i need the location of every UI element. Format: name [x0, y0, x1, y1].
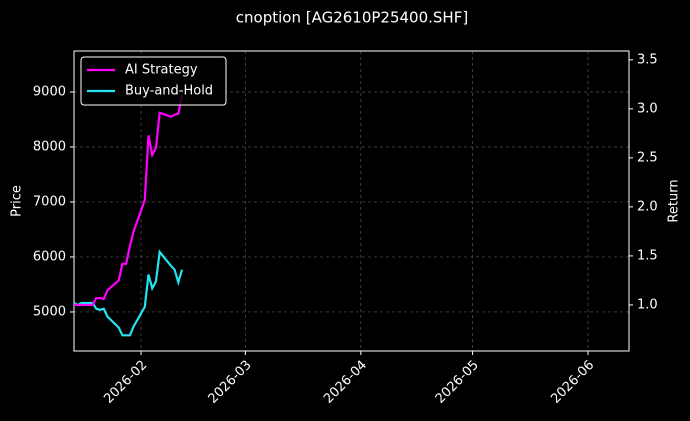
legend-box [80, 56, 227, 106]
series-line [74, 94, 184, 307]
legend-label: AI Strategy [125, 63, 198, 78]
y2-tick-label: 2.0 [637, 199, 658, 214]
y-tick-label: 6000 [33, 249, 66, 264]
y2-tick-label: 2.5 [637, 150, 658, 165]
y2-tick-label: 3.0 [637, 101, 658, 116]
plot-frame [73, 50, 630, 352]
y-axis-label: Price [10, 185, 25, 217]
y2-tick-label: 3.5 [637, 52, 658, 67]
y-tick-label: 7000 [33, 194, 66, 209]
series-line [73, 249, 184, 337]
y-tick-label: 5000 [33, 304, 66, 319]
legend: AI Strategy Buy-and-Hold [80, 56, 227, 106]
y-tick-label: 9000 [33, 84, 66, 99]
y-tick-label: 8000 [33, 139, 66, 154]
legend-label: Buy-and-Hold [125, 84, 213, 99]
chart-title: cnoption [AG2610P25400.SHF] [236, 9, 468, 27]
y2-tick-label: 1.0 [637, 297, 658, 312]
y2-tick-label: 1.5 [637, 248, 658, 263]
y2-axis-label: Return [667, 179, 682, 222]
